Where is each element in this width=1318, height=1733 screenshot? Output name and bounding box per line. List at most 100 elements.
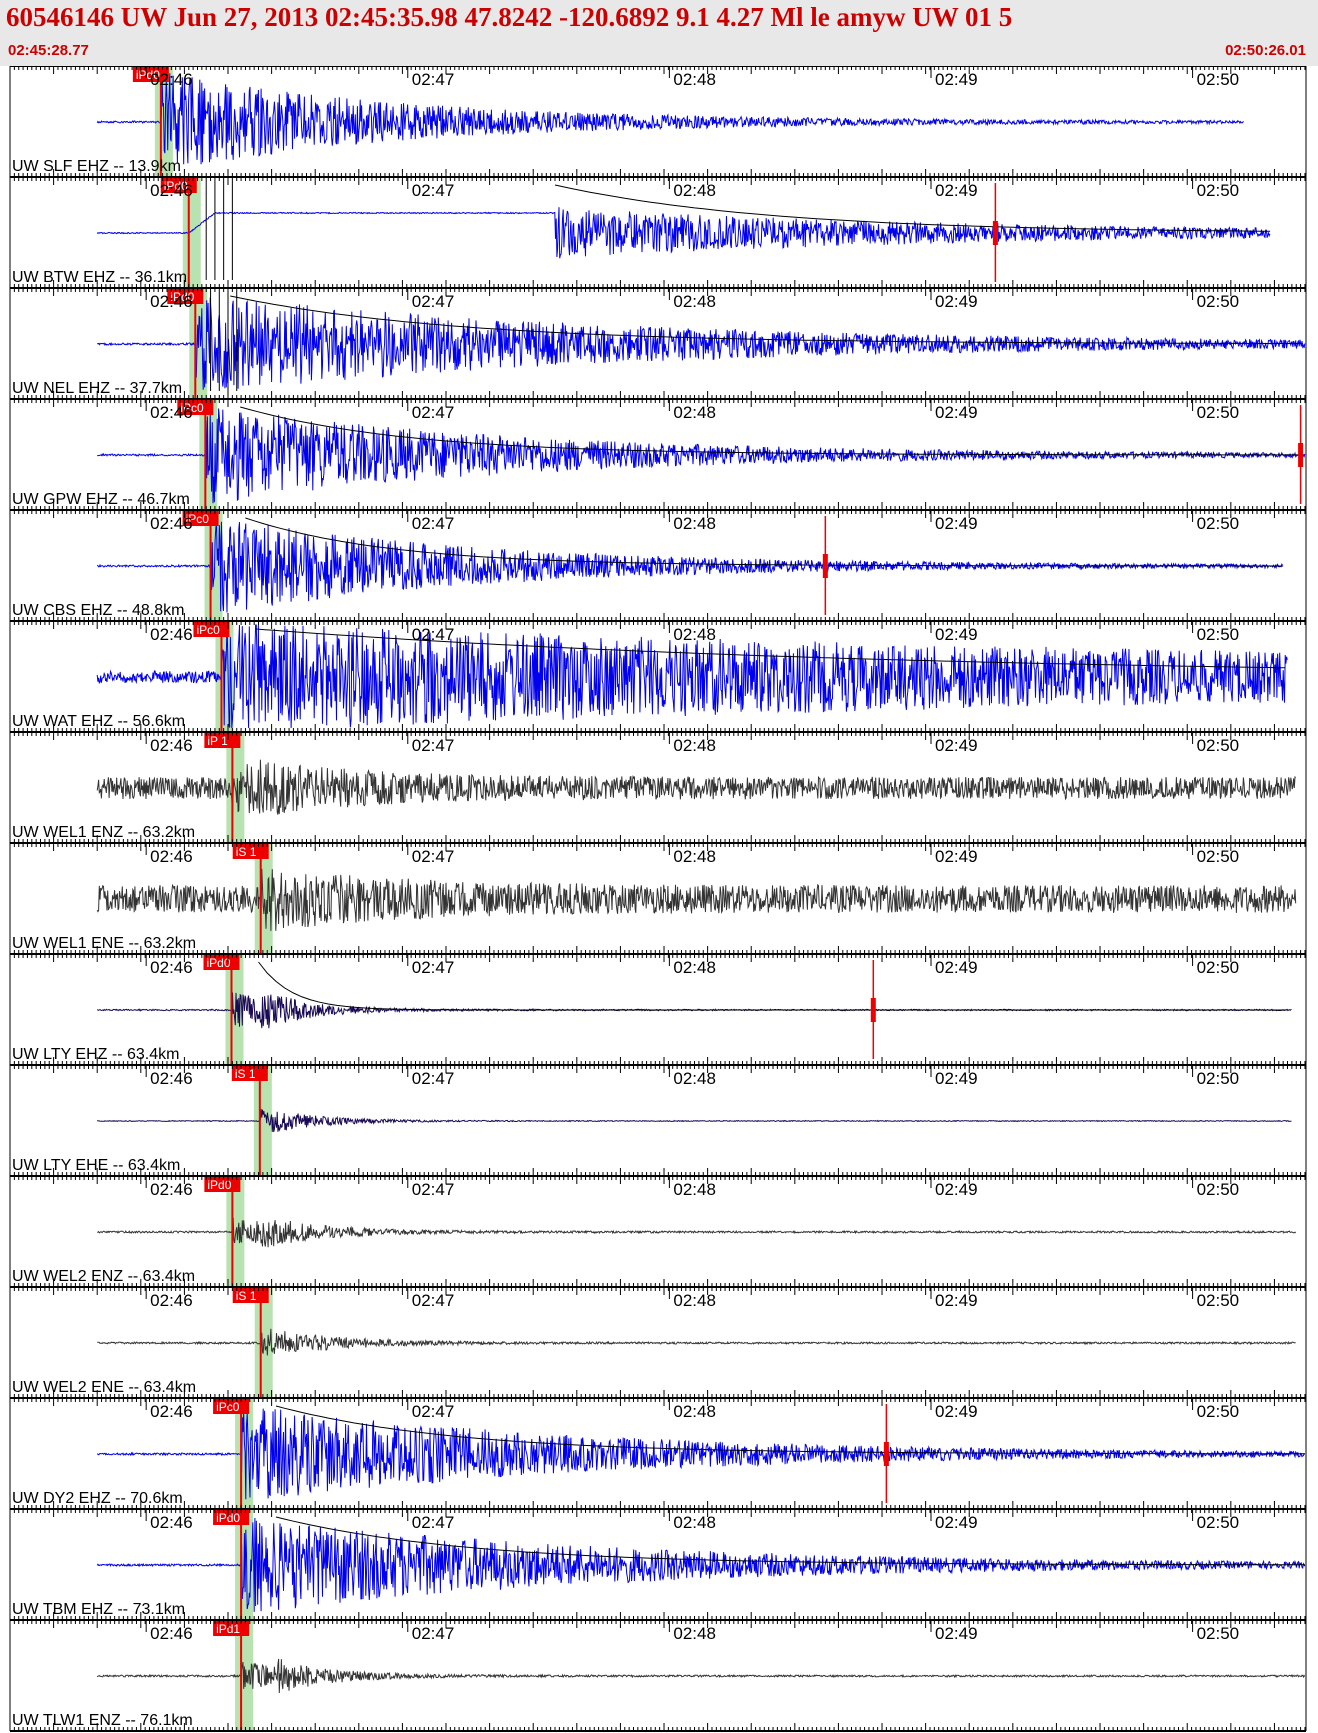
- pick-label: iPd0: [136, 68, 160, 82]
- time-tick-label: 02:48: [673, 181, 716, 200]
- time-tick-label: 02:50: [1197, 514, 1240, 533]
- time-tick-label: 02:50: [1197, 403, 1240, 422]
- time-tick-label: 02:47: [412, 847, 455, 866]
- waveform-trace: [97, 297, 1306, 390]
- time-tick-label: 02:50: [1197, 292, 1240, 311]
- decay-curve: [230, 295, 1303, 345]
- pick-label-box: [193, 622, 230, 637]
- time-tick-label: 02:47: [412, 181, 455, 200]
- pick-label-box: [203, 955, 240, 970]
- time-tick-label: 02:49: [935, 292, 978, 311]
- pick-window: [254, 844, 273, 953]
- time-tick-label: 02:49: [935, 847, 978, 866]
- seismogram-panel: iP 1 02:46 02:47 02:48 02:49 02:50 UW WEL1 ENZ…: [9, 731, 1306, 843]
- pick-window: [204, 511, 223, 620]
- time-tick-label: 02:47: [412, 736, 455, 755]
- time-tick-label: 02:49: [935, 403, 978, 422]
- time-tick-label: 02:46: [150, 514, 193, 533]
- pick-label: iPc0: [196, 623, 220, 637]
- pick-label: iPd0: [164, 179, 188, 193]
- time-tick-label: 02:50: [1197, 736, 1240, 755]
- pick-label: iP 1: [207, 734, 228, 748]
- time-tick-label: 02:46: [150, 736, 193, 755]
- time-tick-label: 02:50: [1197, 181, 1240, 200]
- station-label: UW NEL EHZ -- 37.7km: [12, 380, 182, 397]
- time-tick-label: 02:47: [412, 625, 455, 644]
- waveform-trace: [96, 868, 1297, 931]
- time-tick-label: 02:48: [673, 736, 716, 755]
- amplitude-marker-box: [822, 554, 828, 578]
- station-label: UW GPW EHZ -- 46.7km: [12, 491, 190, 508]
- station-label: UW SLF EHZ -- 13.9km: [12, 158, 181, 175]
- time-tick-label: 02:49: [935, 514, 978, 533]
- time-tick-label: 02:49: [935, 181, 978, 200]
- station-label: UW WEL1 ENZ -- 63.2km: [12, 824, 195, 841]
- pick-label-box: [160, 178, 197, 193]
- pick-label: iPc0: [186, 512, 210, 526]
- amplitude-marker-box: [870, 998, 876, 1022]
- time-tick-label: 02:47: [412, 514, 455, 533]
- decay-curve: [258, 961, 1288, 1011]
- pick-window: [182, 178, 201, 287]
- time-tick-label: 02:47: [412, 292, 455, 311]
- waveform-trace: [96, 73, 1244, 165]
- decay-curve: [256, 628, 1286, 669]
- pick-label-box: [177, 400, 214, 415]
- decay-curve: [554, 184, 1271, 232]
- pick-label: iPd0: [206, 956, 230, 970]
- station-label: UW BTW EHZ -- 36.1km: [12, 269, 187, 286]
- time-tick-label: 02:49: [935, 625, 978, 644]
- waveform-trace: [96, 520, 1283, 613]
- pick-label-box: [182, 511, 219, 526]
- pick-label-box: [167, 289, 204, 304]
- time-tick-label: 02:48: [673, 847, 716, 866]
- seismogram-panel: iS 1 02:46 02:47 02:48 02:49 02:50 UW WEL1 ENE…: [9, 842, 1306, 954]
- amplitude-marker-box: [992, 221, 998, 245]
- end-time-label: 02:50:26.01: [1225, 42, 1306, 59]
- waveform-trace: [96, 759, 1296, 815]
- time-tick-label: 02:49: [935, 70, 978, 89]
- time-tick-label: 02:48: [673, 292, 716, 311]
- time-tick-label: 02:46: [150, 625, 193, 644]
- pick-label-box: [204, 733, 241, 748]
- time-tick-label: 02:50: [1197, 847, 1240, 866]
- pick-label: iPd0: [170, 290, 194, 304]
- time-tick-label: 02:48: [673, 70, 716, 89]
- time-tick-label: 02:46: [150, 847, 193, 866]
- pick-label-box: [232, 844, 269, 859]
- decay-curve: [240, 406, 1305, 456]
- waveform-trace: [97, 408, 1306, 504]
- decay-curve: [245, 517, 1284, 567]
- time-tick-label: 02:47: [412, 403, 455, 422]
- time-tick-label: 02:47: [412, 70, 455, 89]
- time-tick-label: 02:46: [150, 403, 193, 422]
- event-title: 60546146 UW Jun 27, 2013 02:45:35.98 47.…: [6, 2, 1013, 32]
- pick-label-box: [132, 67, 169, 82]
- station-label: UW CBS EHZ -- 48.8km: [12, 602, 184, 619]
- time-tick-label: 02:48: [673, 514, 716, 533]
- waveform-trace: [96, 207, 1271, 259]
- time-tick-label: 02:48: [673, 403, 716, 422]
- time-tick-label: 02:46: [150, 181, 193, 200]
- amplitude-marker-box: [1298, 443, 1304, 467]
- pick-label: iPc0: [180, 401, 204, 415]
- start-time-label: 02:45:28.77: [8, 42, 89, 59]
- station-label: UW WAT EHZ -- 56.6km: [12, 713, 185, 730]
- time-tick-label: 02:46: [150, 70, 193, 89]
- pick-label: iS 1: [236, 845, 257, 859]
- time-tick-label: 02:49: [935, 736, 978, 755]
- time-tick-label: 02:50: [1197, 625, 1240, 644]
- time-tick-label: 02:48: [673, 625, 716, 644]
- time-tick-label: 02:50: [1197, 70, 1240, 89]
- time-tick-label: 02:46: [150, 292, 193, 311]
- pick-window: [225, 955, 244, 1064]
- waveform-trace: [96, 624, 1288, 729]
- station-label: UW WEL1 ENE -- 63.2km: [12, 935, 196, 952]
